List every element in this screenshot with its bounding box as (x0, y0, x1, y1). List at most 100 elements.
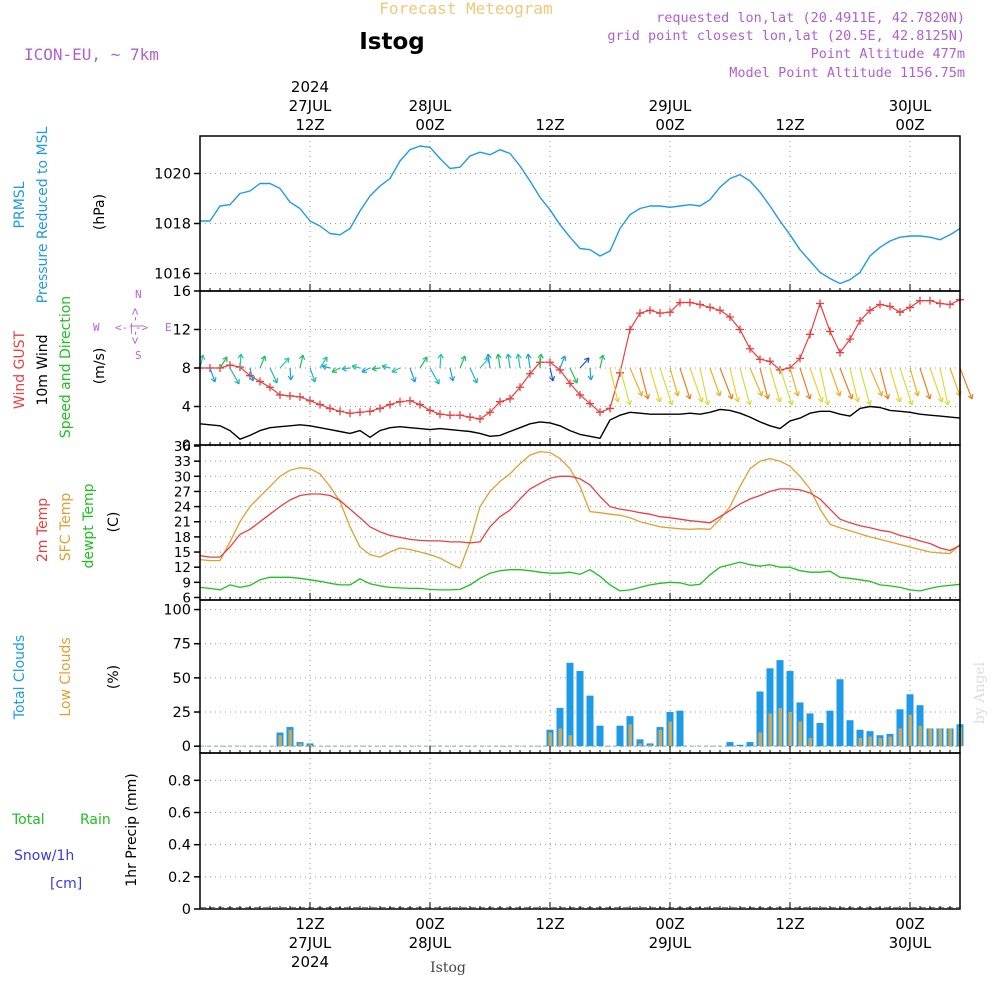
top-time-label: 27JUL (289, 97, 332, 115)
wind-direction-arrow (629, 367, 643, 397)
gust-point (456, 411, 464, 420)
y-tick-label: 25 (173, 705, 191, 721)
gust-point (406, 396, 414, 405)
wind-direction-arrow (669, 367, 679, 397)
total-cloud-bar (636, 739, 644, 747)
gust-point (946, 300, 954, 309)
compass-n: N (135, 288, 142, 301)
gust-point (746, 344, 754, 353)
low-cloud-bar (888, 736, 892, 747)
gust-point (576, 390, 584, 399)
wind-direction-arrow (849, 367, 859, 403)
low-cloud-bar (548, 732, 552, 747)
low-cloud-bar (558, 728, 562, 747)
cm-label: [cm] (50, 876, 82, 892)
wind-direction-arrowhead (284, 357, 290, 364)
wind-direction-arrowhead (805, 393, 812, 400)
sfc-temp-line (199, 450, 961, 569)
gust-point (316, 400, 324, 409)
total-cloud-bar (676, 710, 684, 747)
wind-direction-arrowhead (449, 376, 456, 382)
model-altitude: Model Point Altitude 1156.75m (729, 65, 965, 81)
gust-point (656, 309, 664, 318)
gust-point (436, 410, 444, 419)
station-name: Istog (359, 29, 425, 55)
wind-direction-arrow (381, 365, 391, 369)
total-cloud-bar (896, 709, 904, 747)
gust-point (726, 312, 734, 321)
gust-point (486, 408, 494, 417)
wind-direction-arrowhead (537, 353, 544, 359)
y-tick-label: 27 (174, 484, 191, 500)
top-time-label: 2024 (291, 78, 329, 96)
wind-direction-arrow (569, 367, 578, 384)
wind-unit: (m/s) (92, 348, 108, 385)
wind-direction-arrow (719, 367, 733, 400)
wind-direction-arrowhead (525, 353, 532, 359)
low-cloud-bar (928, 728, 932, 747)
total-cloud-bar (726, 742, 734, 747)
model-label: ICON-EU, ~ 7km (24, 45, 159, 64)
y-tick-label: 0.8 (168, 773, 191, 789)
wind-direction-arrowhead (485, 353, 492, 359)
gust-point (336, 407, 344, 416)
wind-direction-arrowhead (667, 399, 674, 406)
wind-direction-arrowhead (237, 353, 244, 359)
total-cloud-bar (766, 668, 774, 747)
wind-direction-arrowhead (361, 367, 368, 373)
wind-direction-arrowhead (745, 400, 752, 406)
wind-direction-arrow (609, 367, 619, 403)
low-cloud-bar (298, 743, 302, 747)
wind-direction-arrowhead (847, 393, 854, 400)
wind-direction-arrow (209, 367, 216, 383)
gust-point (426, 406, 434, 415)
total-cloud-bar (786, 671, 794, 747)
gust-point (276, 390, 284, 399)
total-cloud-bar (616, 725, 624, 747)
gust-point (596, 408, 604, 417)
wind-direction-arrowhead (757, 390, 764, 397)
pressure-label-msl: Pressure Reduced to MSL (35, 126, 51, 303)
total-cloud-bar (576, 671, 584, 747)
wind-direction-arrowhead (775, 397, 782, 403)
top-time-label: 12Z (775, 116, 804, 134)
total-cloud-bar (826, 710, 834, 747)
wind-direction-arrowhead (655, 397, 662, 403)
y-tick-label: 0.4 (168, 838, 191, 854)
wind-direction-arrowhead (884, 394, 891, 400)
wind-direction-arrow (341, 367, 351, 370)
wind-direction-arrow (269, 367, 278, 384)
top-time-label: 30JUL (889, 97, 932, 115)
wind-direction-arrowhead (437, 353, 444, 359)
y-tick-label: 4 (182, 400, 191, 416)
wind-direction-arrowhead (549, 376, 556, 382)
y-tick-label: 24 (174, 500, 191, 516)
wind-direction-arrow (699, 367, 709, 406)
gust-point (856, 316, 864, 325)
low-cloud-bar (778, 707, 782, 747)
gust-point (506, 394, 514, 403)
total-cloud-bar (846, 720, 854, 747)
low-cloud-bar (798, 721, 802, 747)
y-tick-label: 1016 (154, 267, 191, 283)
pressure-label-prmsl: PRMSL (12, 181, 28, 228)
low-cloud-bar (868, 736, 872, 747)
wind-direction-arrowhead (234, 378, 240, 385)
wind-direction-arrow (919, 367, 931, 400)
gust-point (756, 355, 764, 364)
total-label: Total (11, 812, 45, 828)
gust-point (676, 298, 684, 307)
dewpt-line (199, 561, 961, 592)
wind-direction-arrow (729, 367, 739, 403)
wind-direction-arrowhead (472, 377, 479, 384)
wind-direction-arrow (419, 356, 428, 369)
gust-point (716, 306, 724, 315)
y-tick-label: 1018 (154, 217, 191, 233)
wind-direction-arrow (829, 367, 841, 397)
wind-direction-arrow (739, 367, 751, 406)
gust-point (466, 413, 474, 422)
panel-frame-temp (199, 444, 961, 601)
wind-direction-arrowhead (249, 376, 256, 382)
y-tick-label: 15 (174, 545, 191, 561)
wind-direction-arrowhead (967, 393, 974, 400)
